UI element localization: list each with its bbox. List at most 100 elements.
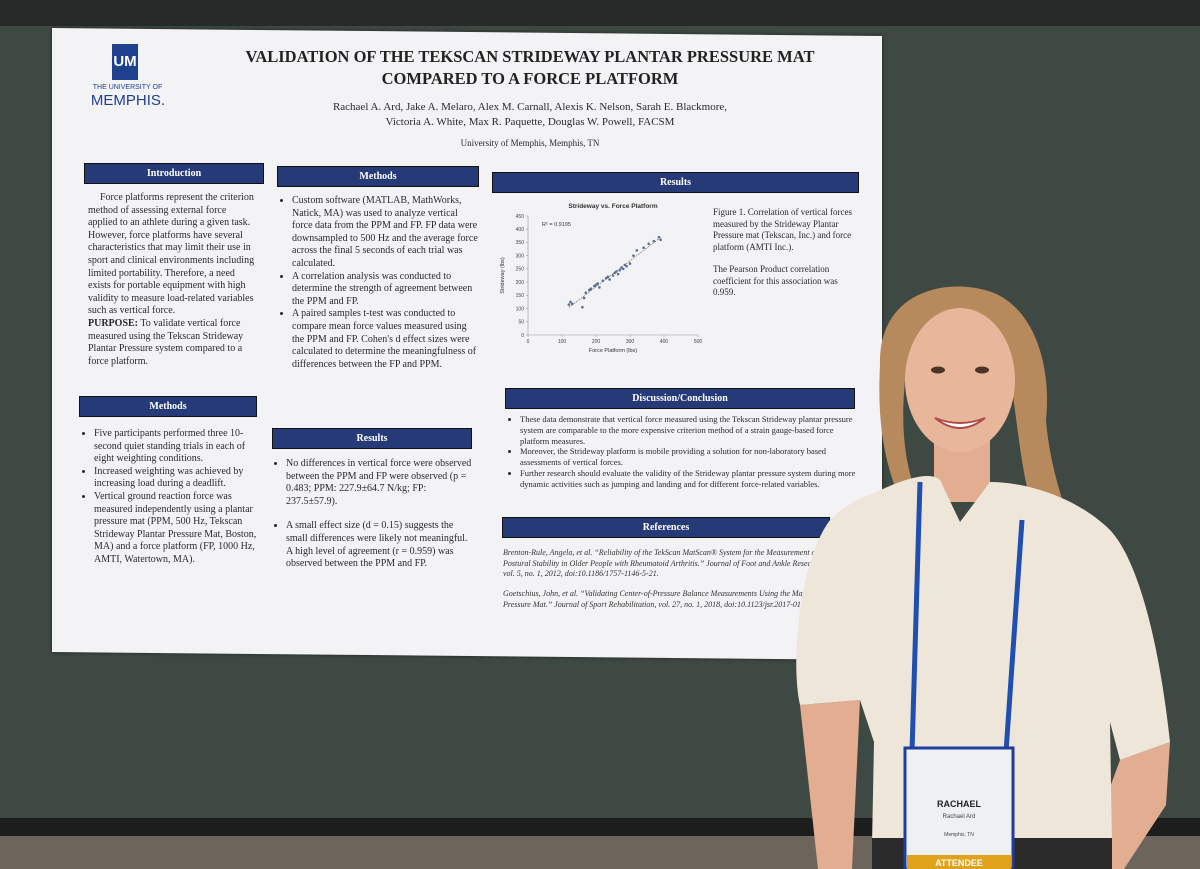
point (659, 238, 662, 242)
badge-city: Memphis, TN (944, 832, 974, 838)
point (570, 302, 574, 306)
bullet: No differences in vertical force were ob… (286, 458, 476, 508)
section-heading: Discussion/Conclusion (505, 388, 855, 409)
badge-role: ATTENDEE (935, 858, 983, 868)
point (601, 279, 605, 283)
y-tick-label: 100 (516, 306, 525, 312)
badge-first-name: RACHAEL (937, 799, 982, 809)
hair (879, 286, 1072, 532)
methods-left-list: Five participants performed three 10-sec… (84, 428, 262, 567)
point (652, 239, 656, 243)
y-tick-label: 250 (516, 267, 525, 273)
point (616, 272, 620, 276)
badge-full-name: Rachael Ard (943, 814, 976, 820)
x-tick-label: 400 (660, 339, 669, 345)
bullet: Vertical ground reaction force was measu… (94, 491, 262, 567)
point (632, 254, 635, 257)
point (615, 270, 618, 273)
methods-middle-list: Custom software (MATLAB, MathWorks, Nati… (282, 195, 478, 371)
logo-name: MEMPHIS. (90, 92, 166, 109)
section-heading: Introduction (84, 163, 264, 184)
intro-body: Force platforms represent the criterion … (88, 192, 258, 368)
bullet: These data demonstrate that vertical for… (520, 414, 862, 446)
x-tick-label: 0 (527, 339, 530, 345)
lanyard (909, 481, 923, 753)
point (625, 264, 628, 268)
bullet: A small effect size (d = 0.15) suggests … (286, 520, 476, 570)
section-heading: Methods (277, 166, 479, 187)
point (635, 249, 639, 252)
point (647, 242, 650, 246)
logo-line: THE UNIVERSITY OF (92, 84, 163, 91)
point (621, 267, 625, 271)
lanyard (1003, 519, 1025, 753)
bullet: Five participants performed three 10-sec… (94, 428, 262, 466)
authors: Rachael A. Ard, Jake A. Melaro, Alex M. … (332, 101, 728, 128)
point (581, 305, 584, 309)
blouse (796, 475, 1170, 845)
point (567, 303, 571, 306)
section-heading: Results (492, 172, 859, 193)
x-tick-label: 100 (558, 339, 567, 345)
scatter-chart: Strideway vs. Force Platform 0 100 200 300 40… (490, 196, 710, 366)
poster-title: VALIDATION OF THE TEKSCAN STRIDEWAY PLAN… (245, 47, 815, 88)
point (584, 291, 588, 294)
point (598, 286, 601, 289)
bullet: A paired samples t-test was conducted to… (292, 308, 478, 371)
section-heading: Methods (79, 396, 257, 417)
bullet: Custom software (MATLAB, MathWorks, Nati… (292, 195, 478, 271)
arm (800, 700, 860, 869)
bullet: Further research should evaluate the val… (520, 468, 862, 490)
chart-bg (490, 196, 710, 366)
bullet: Moreover, the Strideway platform is mobi… (520, 446, 862, 468)
y-tick-label: 450 (516, 214, 525, 220)
intro-purpose: PURPOSE: To validate vertical force meas… (88, 318, 258, 368)
bullet: Increased weighting was achieved by incr… (94, 466, 262, 491)
intro-text: Force platforms represent the criterion … (88, 192, 255, 317)
point (582, 296, 586, 300)
point (657, 235, 661, 239)
discussion-list: These data demonstrate that vertical for… (510, 414, 862, 490)
chart-title: Strideway vs. Force Platform (568, 203, 657, 210)
point (569, 300, 572, 304)
x-tick-label: 300 (626, 339, 635, 345)
y-axis-label: Strideway (lbs) (500, 257, 506, 294)
x-tick-label: 200 (592, 339, 601, 345)
eye (975, 366, 989, 374)
logo-mark: UM (112, 44, 138, 80)
y-tick-label: 350 (516, 240, 525, 246)
point (596, 282, 599, 285)
point (628, 262, 632, 265)
point (608, 278, 611, 281)
point (618, 268, 622, 272)
reference: Goetschius, John, et al. “Validating Cen… (503, 589, 821, 609)
figure-caption: Figure 1. Correlation of vertical forces… (713, 207, 852, 252)
annotation: R² = 0.9195 (542, 222, 571, 228)
smile (934, 417, 986, 429)
wall-top (0, 0, 1200, 26)
bullet: A correlation analysis was conducted to … (292, 271, 478, 309)
badge (903, 746, 1015, 869)
face (905, 308, 1015, 452)
purpose-text: To validate vertical force measured usin… (88, 317, 244, 367)
point (606, 275, 610, 279)
y-tick-label: 50 (518, 320, 524, 326)
y-tick-label: 200 (516, 280, 525, 286)
purpose-label: PURPOSE: (88, 317, 138, 329)
section-heading: Results (272, 428, 472, 449)
results-middle-list: No differences in vertical force were ob… (276, 458, 476, 571)
y-tick-label: 300 (516, 253, 525, 259)
reference: Brenton-Rule, Angela, et al. “Reliabilit… (503, 548, 824, 578)
x-axis-label: Force Platform (lbs) (589, 348, 637, 354)
y-tick-label: 0 (521, 333, 524, 339)
point (589, 287, 593, 291)
point (611, 274, 615, 277)
affiliation: University of Memphis, Memphis, TN (460, 138, 600, 148)
y-tick-label: 400 (516, 227, 525, 233)
eye (931, 366, 945, 374)
pearson-note: The Pearson Product correlation coeffici… (713, 264, 838, 297)
point (642, 246, 645, 250)
y-tick-label: 150 (516, 293, 525, 299)
